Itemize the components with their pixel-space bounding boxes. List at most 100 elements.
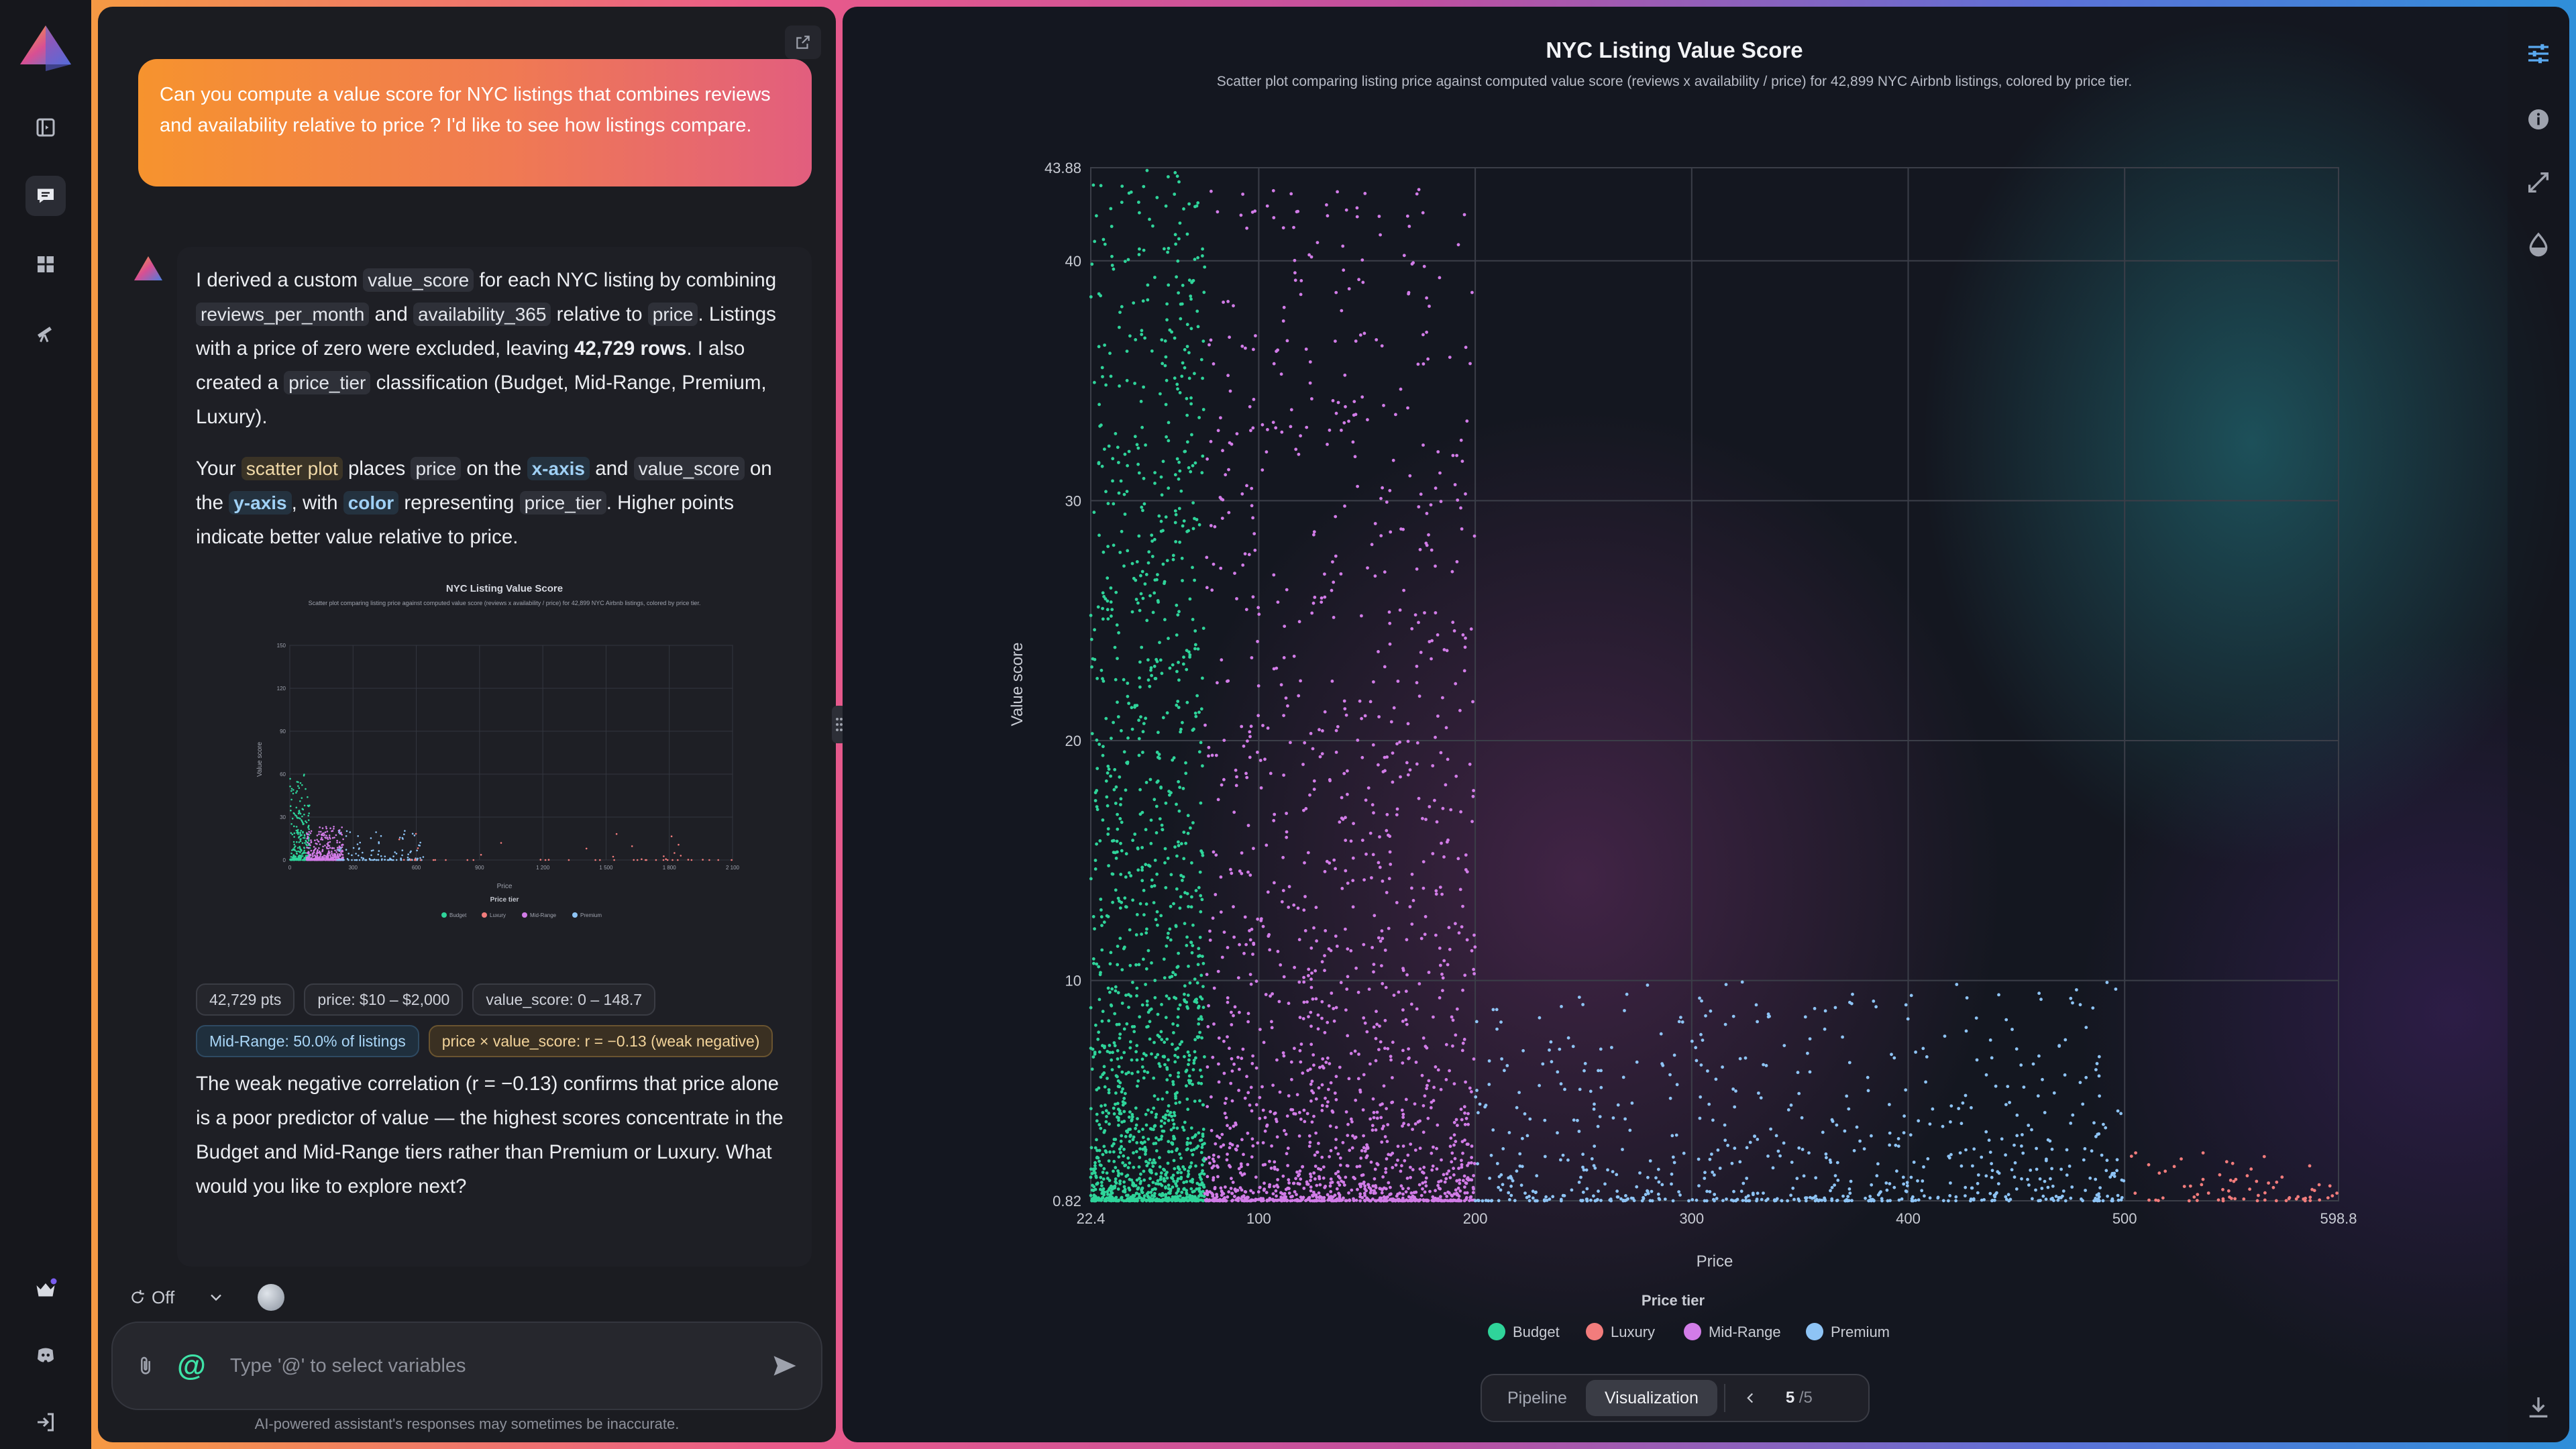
- crown-icon[interactable]: [25, 1269, 66, 1309]
- scatter-point: [1487, 1059, 1491, 1063]
- scatter-point: [1091, 915, 1095, 918]
- panel-icon[interactable]: [25, 107, 66, 148]
- legend-item[interactable]: Premium: [1806, 1323, 1890, 1340]
- scatter-point: [1164, 204, 1168, 208]
- scatter-point: [1236, 1144, 1240, 1148]
- scatter-point: [1947, 1199, 1950, 1203]
- model-avatar[interactable]: [258, 1284, 285, 1311]
- scatter-point: [1471, 1185, 1475, 1189]
- scatter-point: [1120, 820, 1124, 824]
- thumb-point: [295, 815, 298, 817]
- thumb-point: [338, 830, 340, 833]
- scatter-point: [1704, 1014, 1707, 1018]
- thumb-point: [307, 839, 310, 842]
- scatter-point: [1488, 1177, 1491, 1180]
- send-icon[interactable]: [770, 1351, 800, 1381]
- scatter-point: [1360, 716, 1363, 720]
- scatter-point: [1610, 1046, 1613, 1049]
- scatter-point: [1421, 1187, 1424, 1191]
- scatter-point: [1220, 1189, 1224, 1193]
- chevron-down-icon[interactable]: [207, 1288, 225, 1307]
- scatter-point: [1870, 1134, 1873, 1138]
- thumb-point: [295, 826, 298, 828]
- expand-button[interactable]: [2520, 164, 2557, 201]
- download-button[interactable]: [2520, 1389, 2557, 1426]
- thumb-point: [293, 857, 295, 859]
- chevron-left-icon[interactable]: [1741, 1389, 1759, 1407]
- message-input[interactable]: [229, 1354, 770, 1377]
- scatter-point: [1326, 1100, 1330, 1104]
- scatter-point: [1114, 1074, 1118, 1077]
- thumb-point: [307, 814, 309, 817]
- thumb-point: [307, 796, 309, 798]
- scatter-point: [1159, 1171, 1163, 1175]
- popout-button[interactable]: [785, 25, 821, 59]
- chart-thumbnail[interactable]: NYC Listing Value Score Scatter plot com…: [223, 578, 786, 954]
- scatter-point: [1145, 1003, 1149, 1007]
- dashboard-icon[interactable]: [25, 244, 66, 284]
- scatter-point: [1426, 1199, 1430, 1203]
- scatter-point: [2115, 1158, 2119, 1162]
- scatter-point: [1358, 1090, 1362, 1094]
- scatter-point: [1360, 755, 1364, 759]
- code-token: value_score: [363, 268, 474, 292]
- scatter-point: [1114, 785, 1118, 789]
- scatter-point: [2120, 1178, 2124, 1182]
- scatter-point: [1328, 777, 1332, 782]
- scatter-point: [1181, 879, 1184, 882]
- scatter-point: [1352, 1197, 1355, 1201]
- scatter-point: [1401, 1116, 1405, 1119]
- variable-mention-button[interactable]: @: [177, 1349, 206, 1382]
- thumb-point: [299, 845, 301, 848]
- scatter-point: [1127, 1186, 1131, 1190]
- scatter-point: [1095, 842, 1098, 846]
- scatter-point: [1197, 1006, 1200, 1010]
- scatter-point: [1173, 1060, 1177, 1064]
- scatter-point: [1150, 539, 1154, 543]
- scatter-point: [1111, 872, 1115, 876]
- scatter-point: [1185, 396, 1189, 400]
- scatter-point: [1246, 824, 1250, 827]
- telescope-icon[interactable]: [25, 313, 66, 353]
- scatter-point: [1454, 774, 1458, 778]
- scatter-point: [1177, 460, 1181, 464]
- logout-icon[interactable]: [25, 1402, 66, 1442]
- tab-visualization[interactable]: Visualization: [1585, 1380, 1717, 1416]
- scatter-chart[interactable]: 22.4 100 200 300 400 500 598.80.821020304043.8…: [843, 7, 2506, 1368]
- paperclip-icon[interactable]: [134, 1354, 157, 1377]
- scatter-point: [1326, 443, 1329, 446]
- scatter-point: [1194, 889, 1198, 892]
- scatter-point: [1139, 574, 1142, 578]
- legend-item[interactable]: Budget: [1488, 1323, 1560, 1340]
- scatter-point: [1158, 1165, 1162, 1169]
- autorun-toggle[interactable]: Off: [114, 1287, 174, 1308]
- tab-pipeline[interactable]: Pipeline: [1507, 1389, 1567, 1407]
- scatter-point: [1283, 625, 1287, 628]
- scatter-point: [1556, 1131, 1559, 1135]
- legend-item[interactable]: Luxury: [1586, 1323, 1655, 1340]
- scatter-point: [1917, 1119, 1921, 1123]
- scatter-point: [1405, 1022, 1409, 1026]
- scatter-point: [1102, 745, 1105, 749]
- discord-icon[interactable]: [25, 1335, 66, 1375]
- scatter-point: [1219, 875, 1223, 879]
- scatter-point: [1167, 486, 1171, 490]
- scatter-point: [1432, 1015, 1435, 1019]
- scatter-point: [1199, 358, 1203, 362]
- scatter-point: [1173, 1114, 1177, 1118]
- scatter-point: [1195, 1187, 1199, 1191]
- scatter-point: [1371, 1184, 1375, 1188]
- scatter-point: [1426, 1116, 1430, 1120]
- scatter-point: [1192, 1059, 1196, 1063]
- legend-item[interactable]: Mid-Range: [1684, 1323, 1781, 1340]
- chat-icon[interactable]: [25, 176, 66, 216]
- scatter-point: [1163, 339, 1167, 343]
- sliders-button[interactable]: [2520, 35, 2557, 72]
- page-indicator: 5 /5: [1786, 1389, 1813, 1407]
- scatter-point: [1350, 1120, 1354, 1124]
- scatter-point: [1265, 204, 1269, 208]
- app-logo-icon[interactable]: [19, 24, 72, 72]
- theme-button[interactable]: [2520, 225, 2557, 263]
- scatter-point: [1297, 980, 1301, 984]
- info-button[interactable]: [2520, 101, 2557, 138]
